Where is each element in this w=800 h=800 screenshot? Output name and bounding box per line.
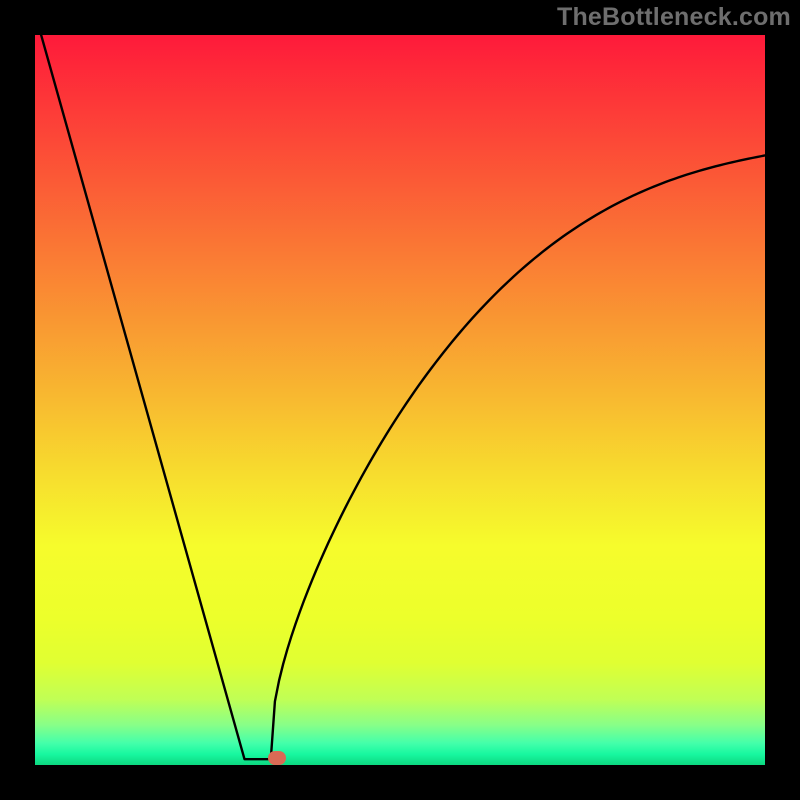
optimum-marker [268,751,286,765]
plot-area [35,35,765,765]
curve-path [35,35,765,759]
watermark-text: TheBottleneck.com [557,3,791,32]
bottleneck-curve [35,35,765,765]
